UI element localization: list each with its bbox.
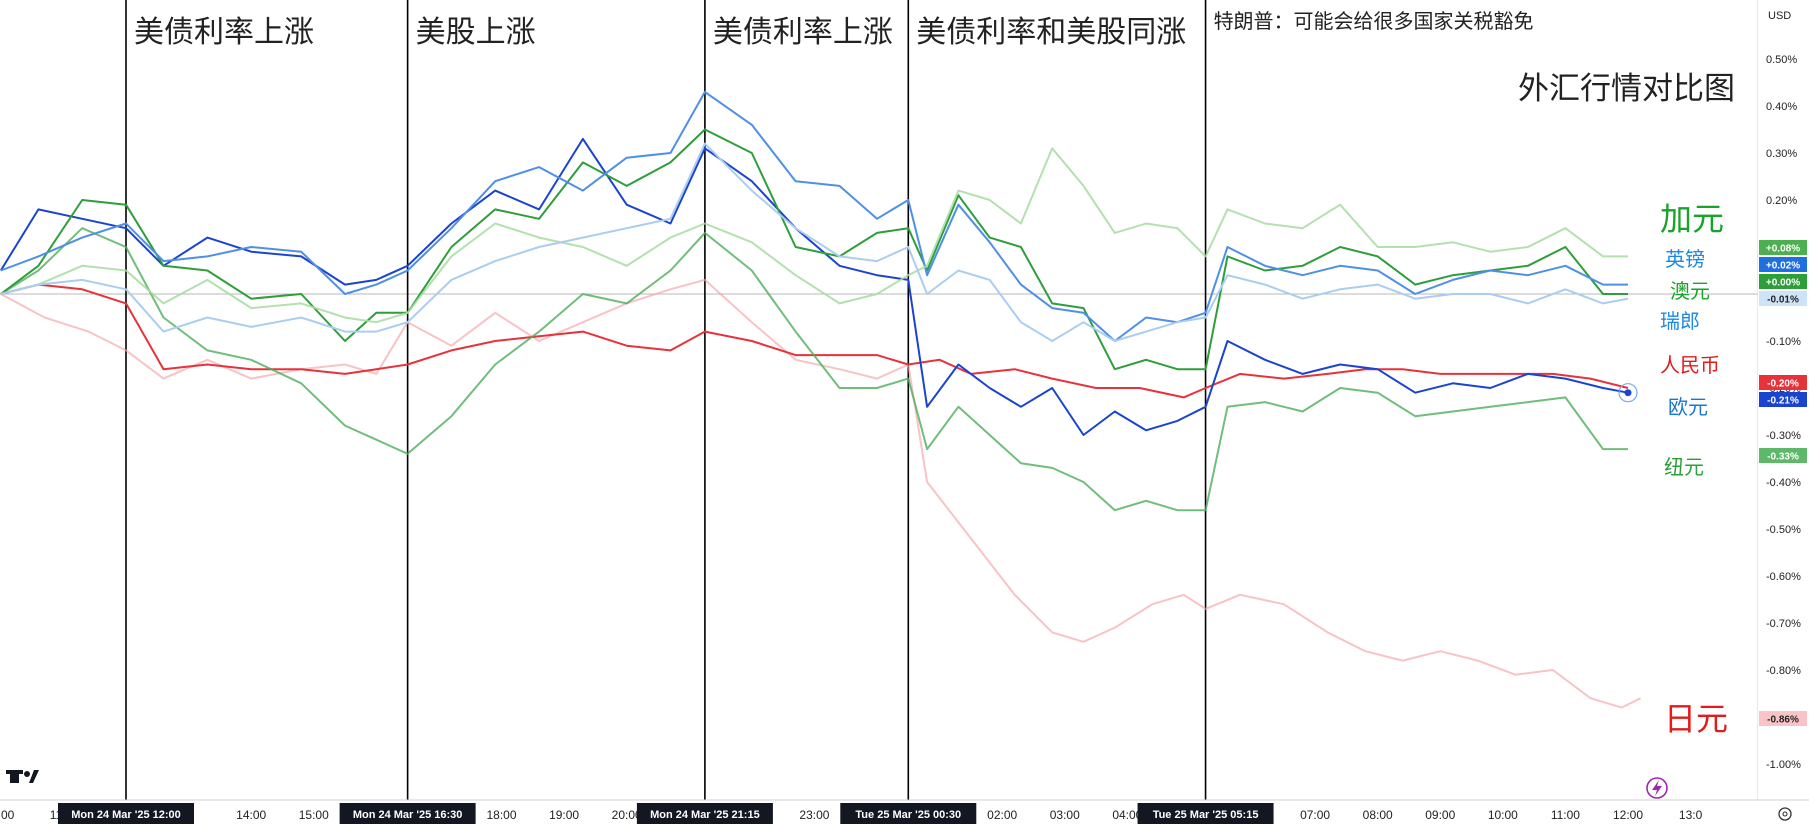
- y-tick-label: -0.50%: [1766, 524, 1801, 536]
- x-tick-label: 19:00: [549, 808, 579, 822]
- series-endpoint: [1624, 389, 1632, 397]
- series-label: 加元: [1660, 200, 1724, 238]
- y-tick-label: -0.40%: [1766, 477, 1801, 489]
- x-tick-label: 23:00: [799, 808, 829, 822]
- event-time-box: Tue 25 Mar '25 05:15: [1137, 803, 1274, 824]
- value-badge-text: +0.00%: [1766, 278, 1800, 289]
- y-tick-label: 0.20%: [1766, 195, 1797, 207]
- event-annotation: 美债利率上涨: [713, 15, 893, 50]
- event-time-boxes: Mon 24 Mar '25 12:00 Mon 24 Mar '25 16:30…: [58, 803, 1274, 824]
- series-label: 人民币: [1660, 353, 1720, 377]
- series-layer: [0, 90, 1641, 709]
- event-time-label: Tue 25 Mar '25 00:30: [855, 809, 961, 821]
- event-time-label: Mon 24 Mar '25 12:00: [71, 809, 181, 821]
- value-badge-text: -0.33%: [1767, 452, 1799, 463]
- x-tick-label: 13:0: [1679, 808, 1703, 822]
- event-time-label: Mon 24 Mar '25 21:15: [650, 809, 760, 821]
- y-tick-label: 0.50%: [1766, 54, 1797, 66]
- series-line-纽元: [0, 227, 1628, 512]
- y-tick-label: 0.30%: [1766, 148, 1797, 160]
- event-time-label: Tue 25 Mar '25 05:15: [1153, 809, 1259, 821]
- value-badge: -0.21%: [1759, 392, 1807, 407]
- x-tick-label: 08:00: [1363, 808, 1393, 822]
- value-badge-text: -0.86%: [1767, 715, 1799, 726]
- x-tick-label: 09:00: [1425, 808, 1455, 822]
- chart-title: 外汇行情对比图: [1518, 71, 1735, 107]
- x-tick-label: 03:00: [1050, 808, 1080, 822]
- series-line-瑞郎: [0, 142, 1629, 342]
- event-markers: [125, 0, 1207, 800]
- value-badge-text: -0.01%: [1767, 295, 1799, 306]
- x-tick-label: 07:00: [1300, 808, 1330, 822]
- series-label: 欧元: [1668, 395, 1708, 419]
- x-tick-label: 04:00: [1112, 808, 1142, 822]
- y-tick-label: -1.00%: [1766, 759, 1801, 771]
- series-line-澳元: [0, 147, 1628, 324]
- x-tick-label: 18:00: [486, 808, 516, 822]
- y-tick-label: -0.70%: [1766, 618, 1801, 630]
- event-time-box: Mon 24 Mar '25 21:15: [636, 803, 773, 824]
- value-badge: -0.86%: [1759, 711, 1807, 726]
- value-badge: -0.01%: [1759, 291, 1807, 306]
- value-badges: -0.86% -0.20% -0.21% -0.33% +0.08% +0.02% +0.0…: [1759, 240, 1807, 726]
- series-line-英镑: [0, 90, 1628, 342]
- series-label: 日元: [1664, 700, 1728, 738]
- event-time-box: Tue 25 Mar '25 00:30: [840, 803, 977, 824]
- value-badge: +0.02%: [1759, 257, 1807, 272]
- currency-label[interactable]: USD: [1768, 10, 1791, 22]
- value-badge-text: +0.08%: [1766, 244, 1800, 255]
- x-tick-label: 20:00: [612, 808, 642, 822]
- event-annotation: 美债利率上涨: [134, 15, 314, 50]
- x-tick-label: 10:00: [1488, 808, 1518, 822]
- series-line-加元: [0, 128, 1628, 371]
- value-badge-text: -0.21%: [1767, 396, 1799, 407]
- x-tick-label: 15:00: [299, 808, 329, 822]
- series-label: 英镑: [1665, 247, 1705, 271]
- event-annotation: 特朗普：可能会给很多国家关税豁免: [1214, 9, 1534, 33]
- value-badge: +0.00%: [1759, 274, 1807, 289]
- y-tick-label: -0.60%: [1766, 571, 1801, 583]
- series-label: 澳元: [1670, 279, 1710, 303]
- y-tick-label: 0.40%: [1766, 101, 1797, 113]
- event-time-box: Mon 24 Mar '25 12:00: [58, 803, 194, 824]
- x-tick-label: 14:00: [236, 808, 266, 822]
- settings-gear-icon[interactable]: [1778, 807, 1792, 821]
- series-line-日元: [0, 278, 1641, 709]
- value-badge: -0.20%: [1759, 375, 1807, 390]
- value-badge-text: +0.02%: [1766, 261, 1800, 272]
- x-tick-label: 02:00: [987, 808, 1017, 822]
- price-scale[interactable]: [1758, 0, 1809, 826]
- y-tick-label: -0.10%: [1766, 336, 1801, 348]
- x-tick-label: 12:00: [1613, 808, 1643, 822]
- x-tick-label: 11:00: [1551, 808, 1580, 822]
- value-badge: -0.33%: [1759, 448, 1807, 463]
- event-annotation: 美债利率和美股同涨: [916, 15, 1186, 50]
- annotations: 美债利率上涨 美股上涨 美债利率上涨 美债利率和美股同涨 特朗普：可能会给很多国家关税豁…: [134, 9, 1534, 50]
- series-label: 瑞郎: [1660, 309, 1700, 333]
- event-time-box: Mon 24 Mar '25 16:30: [339, 803, 476, 824]
- tradingview-logo[interactable]: [6, 770, 39, 783]
- value-badge-text: -0.20%: [1767, 379, 1799, 390]
- value-badge: +0.08%: [1759, 240, 1807, 255]
- crosshair-point: [1618, 383, 1638, 403]
- event-time-label: Mon 24 Mar '25 16:30: [353, 809, 463, 821]
- series-label: 纽元: [1664, 455, 1704, 479]
- x-tick-label: :00: [0, 808, 15, 822]
- y-tick-label: -0.80%: [1766, 665, 1801, 677]
- event-annotation: 美股上涨: [416, 15, 536, 50]
- lightning-icon[interactable]: [1646, 777, 1668, 799]
- y-tick-label: -0.30%: [1766, 430, 1801, 442]
